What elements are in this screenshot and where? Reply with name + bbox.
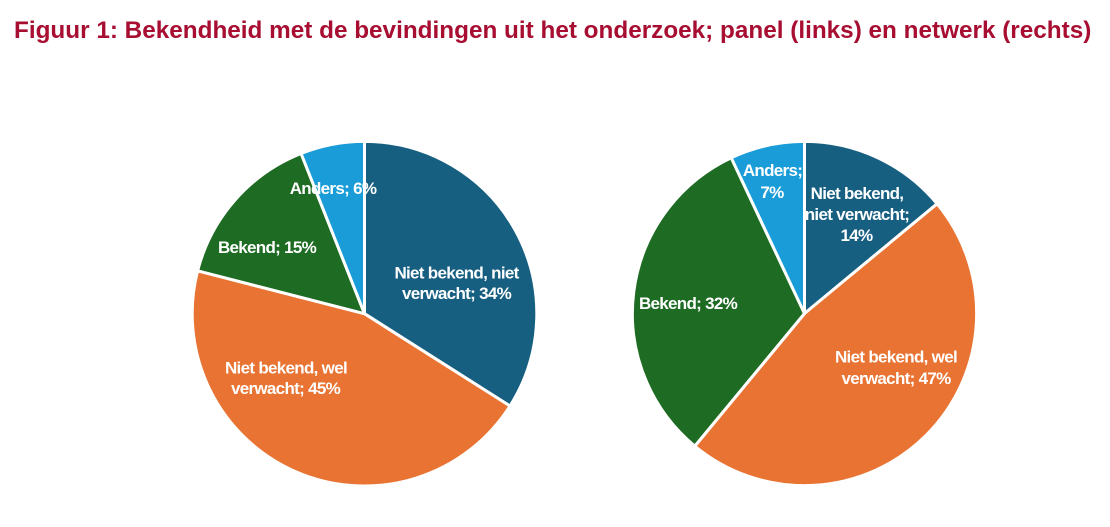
svg-text:Anders; 6%: Anders; 6% <box>290 179 377 198</box>
svg-text:verwacht; 47%: verwacht; 47% <box>841 369 951 388</box>
svg-text:verwacht; 34%: verwacht; 34% <box>402 284 512 303</box>
svg-text:Bekend; 15%: Bekend; 15% <box>218 238 317 257</box>
svg-text:niet verwacht;: niet verwacht; <box>805 205 910 224</box>
svg-text:verwacht; 45%: verwacht; 45% <box>231 379 341 398</box>
svg-text:7%: 7% <box>760 183 784 202</box>
svg-text:Niet bekend, wel: Niet bekend, wel <box>225 359 347 378</box>
svg-text:Niet bekend, niet: Niet bekend, niet <box>394 263 519 282</box>
svg-text:Anders;: Anders; <box>743 161 802 180</box>
svg-text:Niet bekend, wel: Niet bekend, wel <box>835 348 957 367</box>
svg-text:Niet bekend,: Niet bekend, <box>811 184 904 203</box>
svg-text:Bekend; 32%: Bekend; 32% <box>639 294 738 313</box>
svg-text:14%: 14% <box>841 226 874 245</box>
